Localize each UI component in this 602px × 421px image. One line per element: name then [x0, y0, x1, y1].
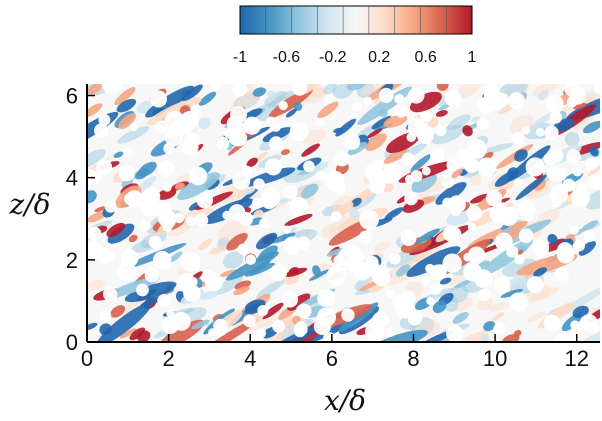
- x-tick-label: 8: [407, 346, 419, 371]
- y-tick-label: 2: [66, 248, 78, 273]
- colorbar-tick-label: 0.2: [368, 49, 390, 66]
- axes: 0 2 4 6 8 10 12 0 2 4 6: [66, 84, 600, 371]
- colorbar-tick-label: -0.6: [273, 49, 301, 66]
- colorbar-tick-label: -1: [233, 49, 247, 66]
- colorbar-dividers: [265, 6, 447, 34]
- x-tick-label: 10: [483, 346, 507, 371]
- y-tick-label: 0: [66, 330, 78, 355]
- x-tick-label: 0: [81, 346, 93, 371]
- x-tick-label: 4: [244, 346, 256, 371]
- x-axis-label: x/δ: [324, 384, 366, 417]
- colorbar-tick-labels: -1 -0.6 -0.2 0.2 0.6 1: [233, 49, 477, 66]
- y-tick-label: 6: [66, 84, 78, 109]
- y-tick-label: 4: [66, 166, 78, 191]
- x-axis-ticks: 0 2 4 6 8 10 12: [81, 334, 589, 371]
- x-tick-label: 12: [564, 346, 588, 371]
- colorbar-tick-label: -0.2: [319, 49, 347, 66]
- x-tick-label: 2: [162, 346, 174, 371]
- x-tick-label: 6: [326, 346, 338, 371]
- colorbar: -1 -0.6 -0.2 0.2 0.6 1: [233, 5, 477, 66]
- y-axis-ticks: 0 2 4 6: [66, 84, 95, 355]
- colorbar-gradient: [239, 5, 473, 35]
- colorbar-tick-label: 1: [468, 49, 477, 66]
- y-axis-label: z/δ: [8, 188, 50, 221]
- plot-area: [87, 84, 600, 342]
- colorbar-tick-label: 0.6: [414, 49, 436, 66]
- contour-field: [87, 84, 600, 342]
